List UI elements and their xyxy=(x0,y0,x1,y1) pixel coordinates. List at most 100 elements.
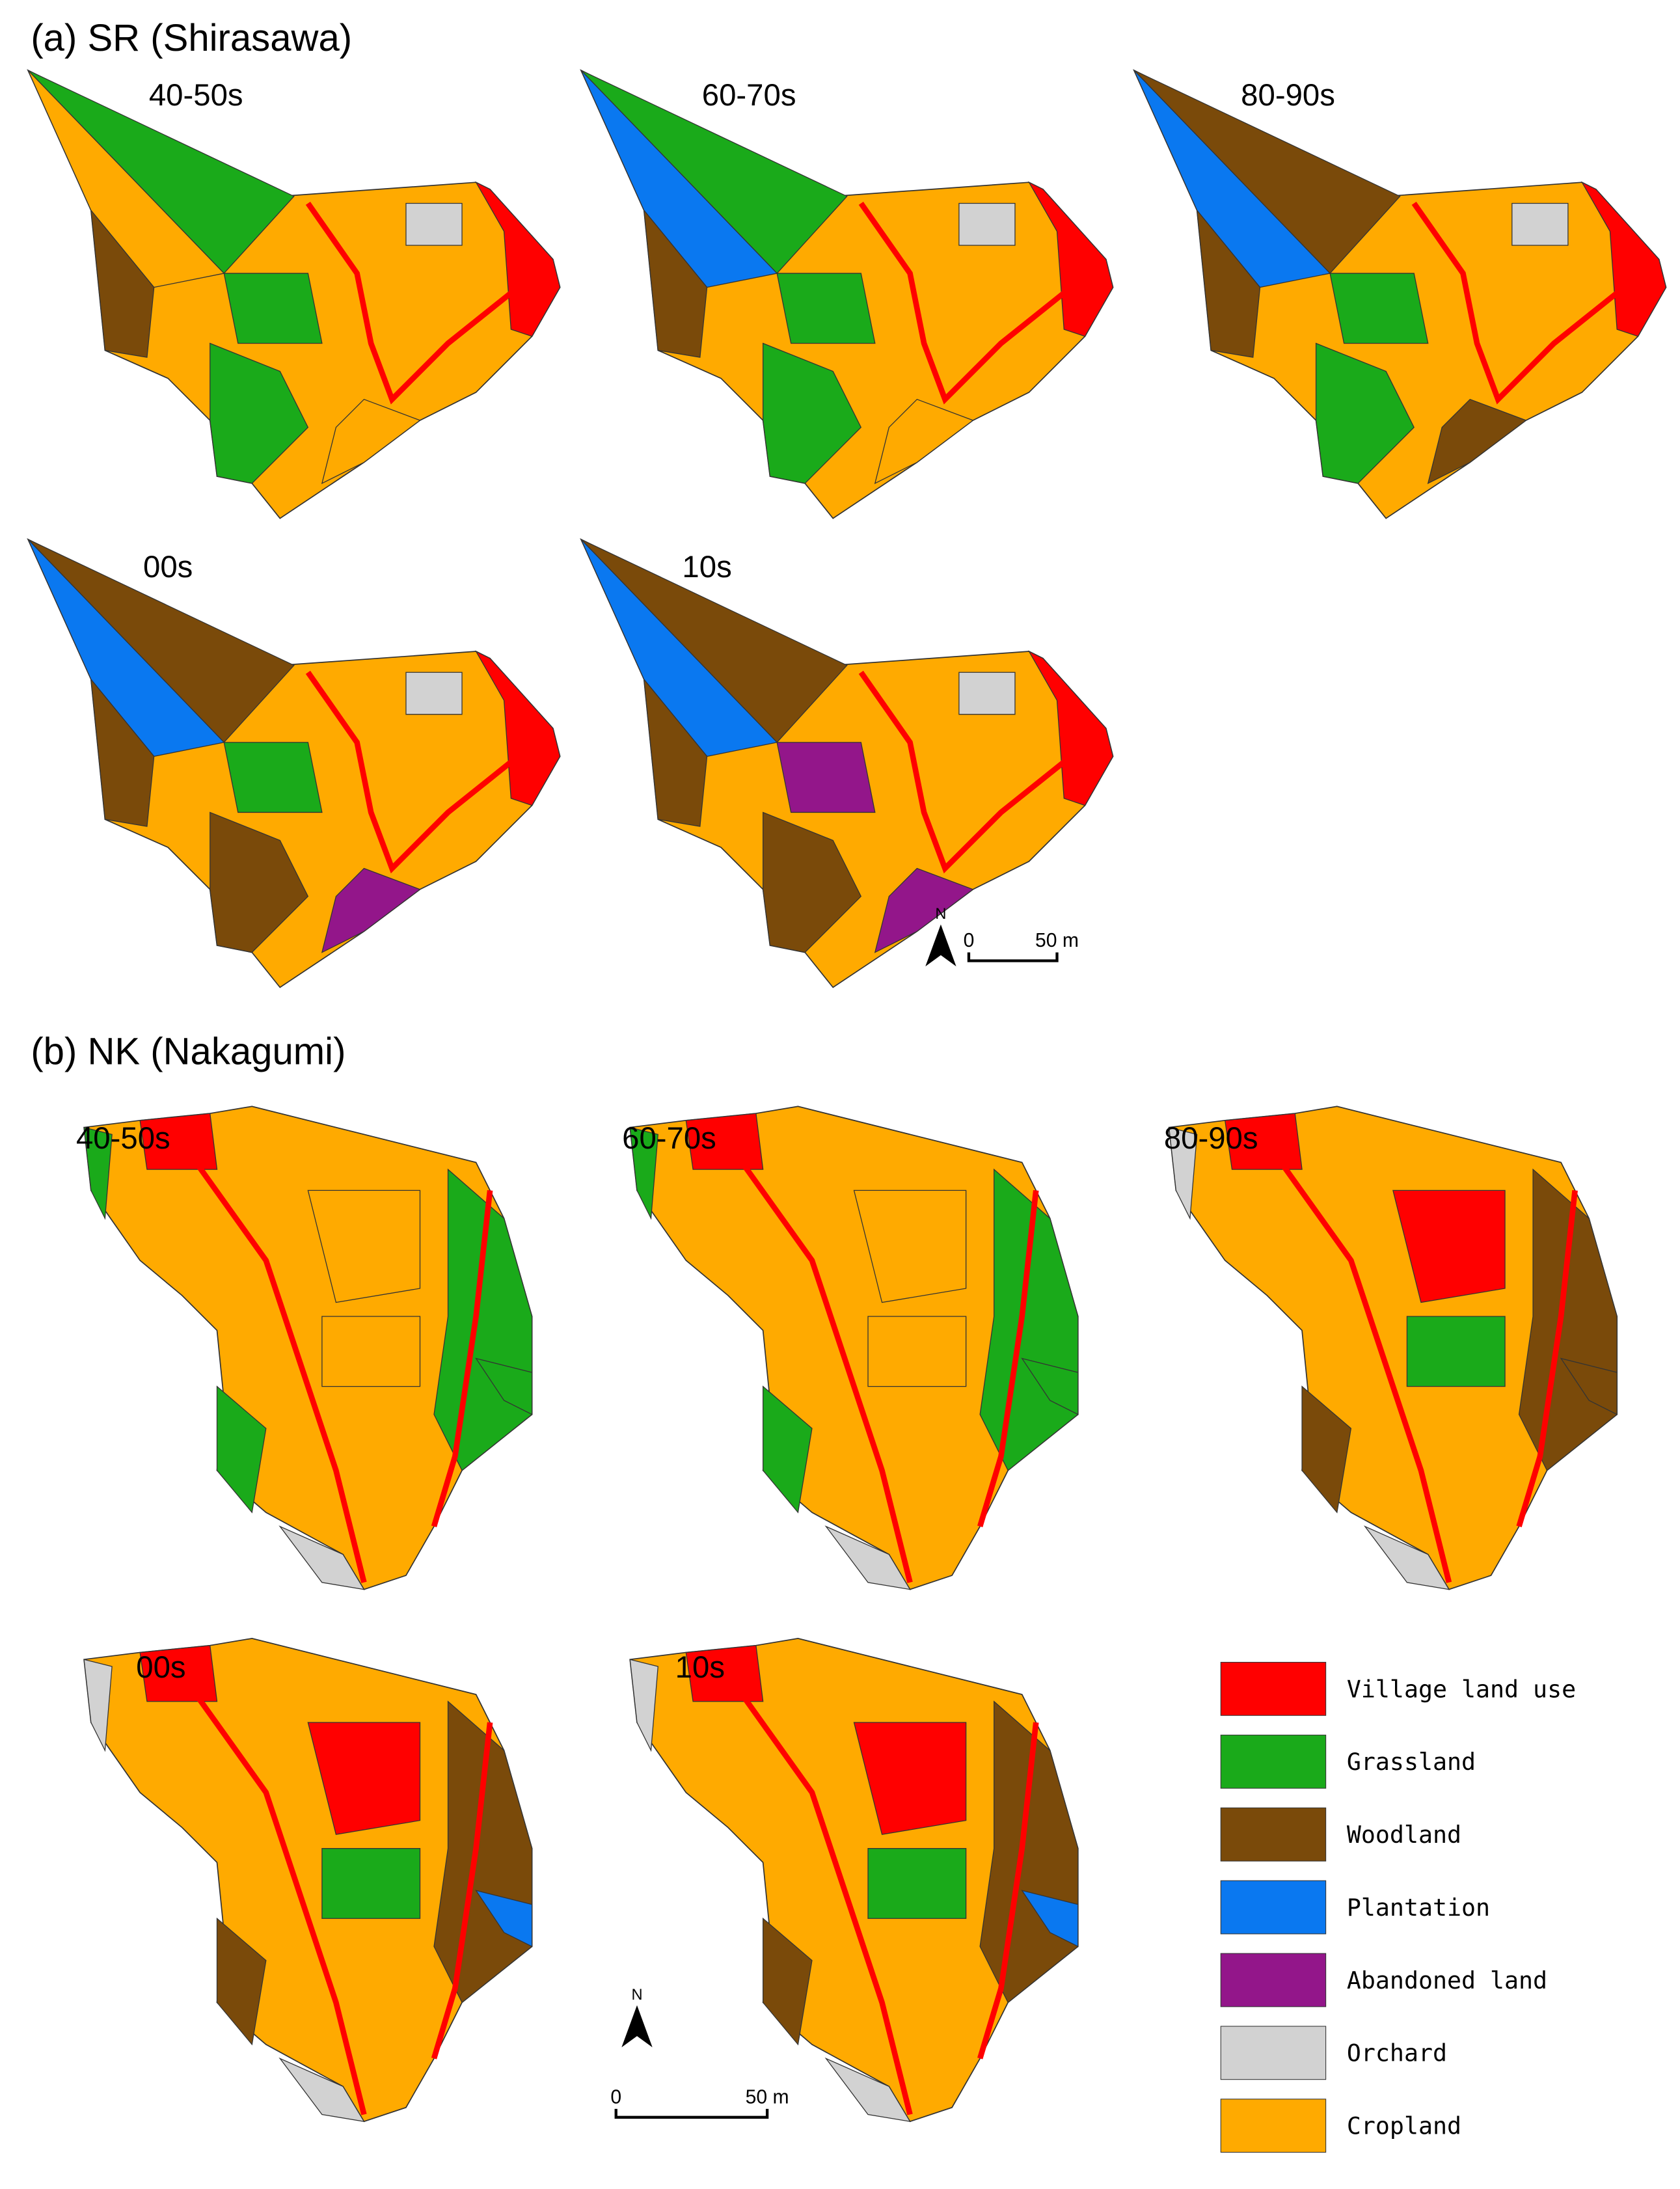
land-parcel xyxy=(1027,181,1114,337)
legend-label: Cropland xyxy=(1347,2112,1461,2140)
land-parcel xyxy=(1196,209,1261,358)
period-label: 60-70s xyxy=(622,1121,716,1156)
land-parcel xyxy=(433,1168,533,1471)
land-parcel xyxy=(763,811,862,953)
land-parcel xyxy=(1315,342,1415,484)
land-parcel xyxy=(643,677,708,827)
land-parcel xyxy=(1518,1168,1618,1471)
land-parcel xyxy=(867,1848,967,1919)
land-parcel xyxy=(90,209,155,358)
land-parcel xyxy=(1027,650,1114,806)
land-parcel xyxy=(216,1385,267,1514)
land-parcel xyxy=(867,1316,967,1387)
period-label: 80-90s xyxy=(1241,78,1335,113)
scale-bar xyxy=(614,2108,769,2119)
land-parcel xyxy=(83,1659,113,1752)
road xyxy=(193,1160,367,1583)
period-label: 10s xyxy=(675,1650,725,1685)
land-parcel xyxy=(83,1126,113,1220)
road xyxy=(1279,1160,1452,1583)
land-parcel xyxy=(1301,1385,1352,1514)
legend-swatch xyxy=(1220,1734,1327,1789)
land-parcel xyxy=(278,2057,365,2123)
land-parcel xyxy=(1021,1357,1079,1415)
land-parcel xyxy=(223,742,323,813)
legend-label: Woodland xyxy=(1347,1821,1461,1849)
land-parcel xyxy=(874,867,974,953)
land-parcel xyxy=(475,1357,533,1415)
land-parcel xyxy=(475,1890,533,1948)
period-label: 60-70s xyxy=(702,78,796,113)
land-parcel xyxy=(763,1917,813,2046)
road xyxy=(858,201,1073,405)
land-parcel xyxy=(824,2057,911,2123)
scale-zero: 0 xyxy=(964,930,975,951)
land-use-map xyxy=(27,538,561,988)
land-parcel xyxy=(433,1700,533,2004)
land-parcel xyxy=(1329,273,1429,344)
scale-distance: 50 m xyxy=(746,2086,789,2108)
land-use-map xyxy=(580,69,1114,519)
period-label: 00s xyxy=(136,1650,185,1685)
legend-label: Village land use xyxy=(1347,1675,1576,1703)
land-parcel xyxy=(853,1722,967,1835)
land-parcel xyxy=(223,273,323,344)
land-parcel xyxy=(474,181,561,337)
land-parcel xyxy=(278,1525,365,1590)
land-use-map xyxy=(1133,69,1667,519)
land-parcel xyxy=(321,398,421,485)
land-use-map xyxy=(83,1106,533,1590)
land-use-map xyxy=(629,1106,1079,1590)
land-parcel xyxy=(210,811,309,953)
panel-title: (b) NK (Nakagumi) xyxy=(31,1031,345,1073)
land-parcel xyxy=(1560,1357,1618,1415)
land-parcel xyxy=(1580,181,1667,337)
land-parcel xyxy=(139,1113,218,1170)
land-parcel xyxy=(1363,1525,1450,1590)
land-parcel xyxy=(1224,1113,1303,1170)
road xyxy=(305,670,520,874)
land-parcel xyxy=(321,867,421,953)
land-parcel xyxy=(979,1700,1079,2004)
road xyxy=(1411,201,1626,405)
land-parcel xyxy=(210,342,309,484)
land-parcel xyxy=(874,398,974,485)
land-parcel xyxy=(824,1525,911,1590)
road xyxy=(431,1722,493,2060)
land-parcel xyxy=(776,273,876,344)
land-parcel xyxy=(958,672,1016,715)
legend-label: Grassland xyxy=(1347,1748,1476,1776)
land-parcel xyxy=(321,1848,421,1919)
road xyxy=(431,1190,493,1528)
land-parcel xyxy=(1392,1190,1506,1303)
land-parcel xyxy=(405,202,463,246)
land-parcel xyxy=(763,1385,813,1514)
land-parcel xyxy=(958,202,1016,246)
land-use-map xyxy=(629,1638,1079,2123)
north-label: N xyxy=(631,1987,642,2004)
land-use-map xyxy=(27,69,561,519)
land-use-map xyxy=(580,538,1114,988)
land-parcel xyxy=(629,1659,658,1752)
land-use-map xyxy=(83,1638,533,2123)
legend-swatch xyxy=(1220,1953,1327,2007)
road xyxy=(193,1693,367,2115)
scale-zero: 0 xyxy=(610,2086,621,2108)
legend-swatch xyxy=(1220,1880,1327,1935)
land-parcel xyxy=(853,1190,967,1303)
land-parcel xyxy=(321,1316,421,1387)
legend-label: Abandoned land xyxy=(1347,1966,1547,1994)
legend-swatch xyxy=(1220,1661,1327,1716)
scale-bar xyxy=(967,952,1059,962)
land-parcel xyxy=(643,209,708,358)
land-parcel xyxy=(307,1722,421,1835)
land-parcel xyxy=(1168,1126,1198,1220)
legend-swatch xyxy=(1220,2026,1327,2080)
land-parcel xyxy=(776,742,876,813)
land-parcel xyxy=(685,1113,764,1170)
legend-swatch xyxy=(1220,2099,1327,2153)
legend-label: Orchard xyxy=(1347,2039,1447,2067)
road xyxy=(305,201,520,405)
legend-label: Plantation xyxy=(1347,1894,1490,1922)
